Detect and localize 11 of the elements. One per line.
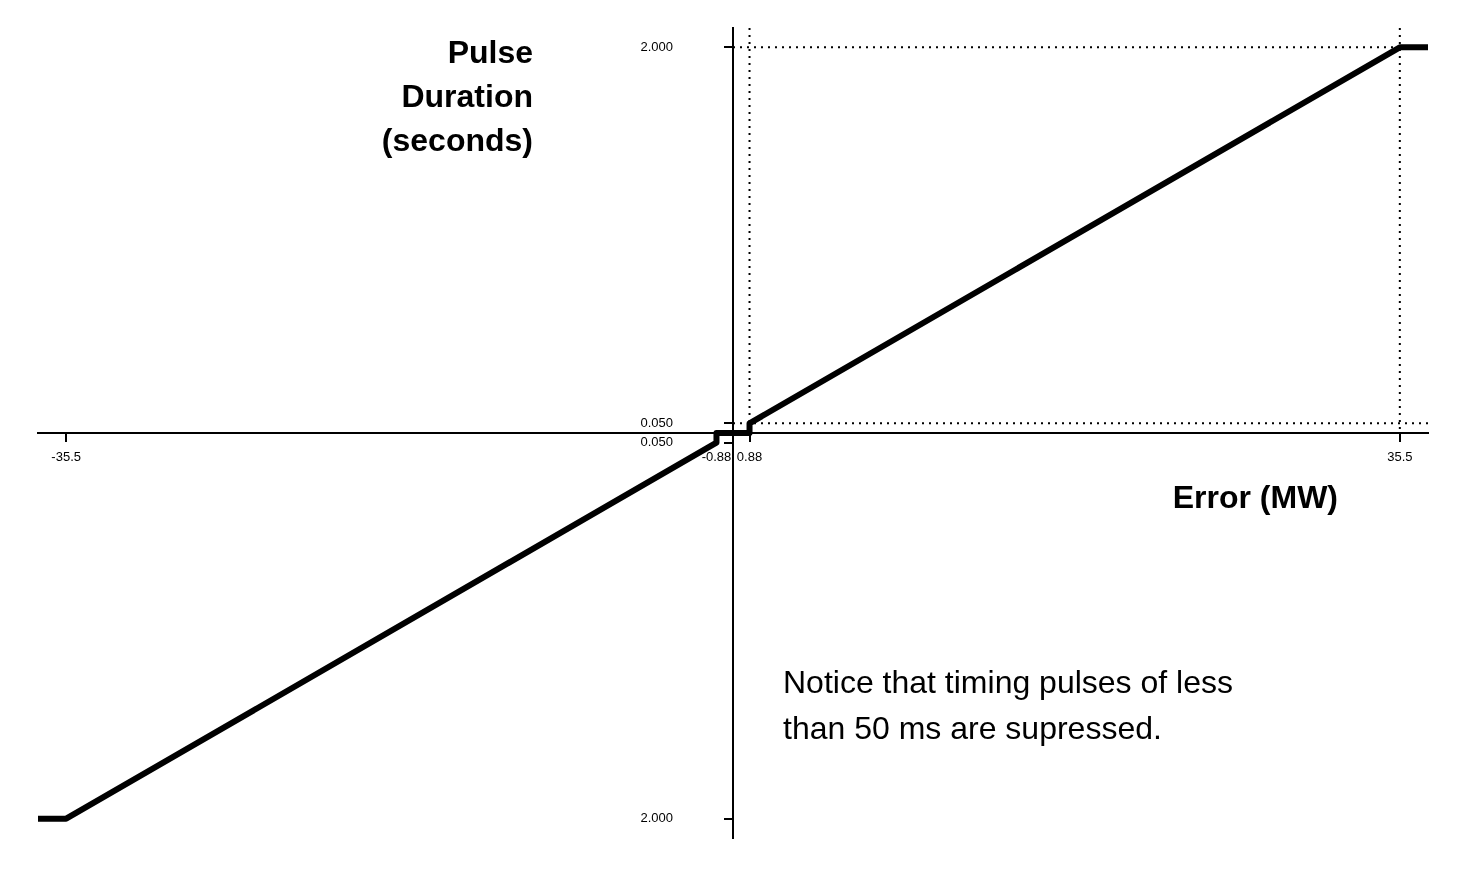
x-tick-label: -0.88 [701,449,732,465]
x-axis-title: Error (MW) [1172,478,1338,515]
y-tick-label: 0.050 [640,414,673,430]
y-axis-title: Pulse Duration (seconds) [381,33,533,158]
x-tick-label: -35.5 [51,449,81,465]
x-tick-label: 0.88 [736,449,763,465]
y-tick-label: 2.000 [640,810,673,826]
y-tick-label: 0.050 [640,434,673,450]
y-tick-label: 2.000 [640,38,673,54]
x-tick-label: 35.5 [1387,449,1413,465]
annotation: Notice that timing pulses of less than 50 ms are supressed. [783,663,1233,746]
